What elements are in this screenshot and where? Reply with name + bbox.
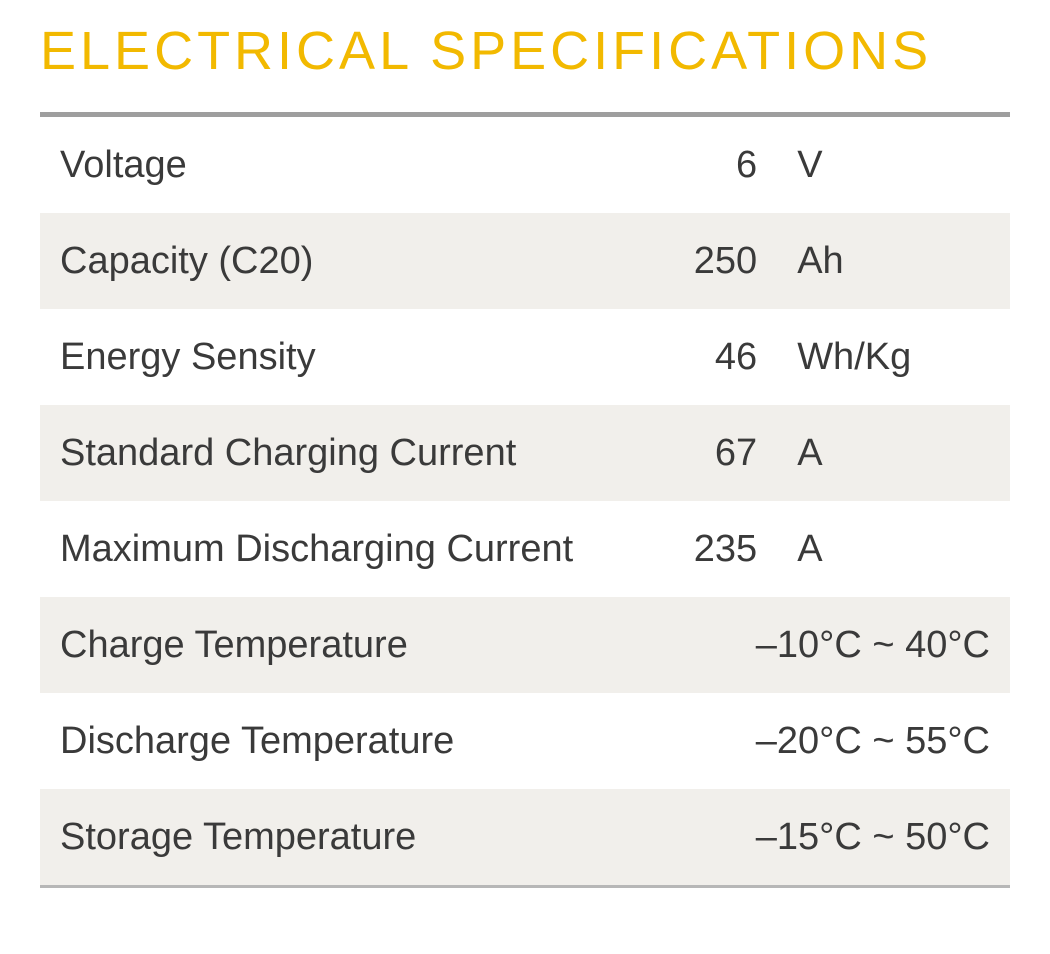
- table-row: Storage Temperature –15°C ~ 50°C: [40, 789, 1010, 885]
- spec-sheet: ELECTRICAL SPECIFICATIONS Voltage 6 V Ca…: [0, 0, 1050, 928]
- spec-label: Charge Temperature: [40, 597, 641, 693]
- table-row: Energy Sensity 46 Wh/Kg: [40, 309, 1010, 405]
- spec-unit: A: [777, 501, 1010, 597]
- spec-label: Energy Sensity: [40, 309, 641, 405]
- spec-value: 46: [641, 309, 777, 405]
- table-row: Maximum Discharging Current 235 A: [40, 501, 1010, 597]
- spec-value: 250: [641, 213, 777, 309]
- spec-table: Voltage 6 V Capacity (C20) 250 Ah Energy…: [40, 117, 1010, 885]
- spec-label: Capacity (C20): [40, 213, 641, 309]
- spec-label: Standard Charging Current: [40, 405, 641, 501]
- spec-value: 6: [641, 117, 777, 213]
- spec-unit: A: [777, 405, 1010, 501]
- table-row: Charge Temperature –10°C ~ 40°C: [40, 597, 1010, 693]
- spec-value: –15°C ~ 50°C: [641, 789, 1010, 885]
- spec-unit: Ah: [777, 213, 1010, 309]
- spec-value: –10°C ~ 40°C: [641, 597, 1010, 693]
- table-row: Discharge Temperature –20°C ~ 55°C: [40, 693, 1010, 789]
- bottom-rule: [40, 885, 1010, 888]
- section-title: ELECTRICAL SPECIFICATIONS: [40, 20, 1010, 82]
- spec-value: 67: [641, 405, 777, 501]
- spec-label: Maximum Discharging Current: [40, 501, 641, 597]
- spec-label: Voltage: [40, 117, 641, 213]
- spec-value: 235: [641, 501, 777, 597]
- spec-label: Discharge Temperature: [40, 693, 641, 789]
- table-row: Capacity (C20) 250 Ah: [40, 213, 1010, 309]
- spec-unit: Wh/Kg: [777, 309, 1010, 405]
- spec-value: –20°C ~ 55°C: [641, 693, 1010, 789]
- spec-unit: V: [777, 117, 1010, 213]
- spec-label: Storage Temperature: [40, 789, 641, 885]
- table-row: Voltage 6 V: [40, 117, 1010, 213]
- table-row: Standard Charging Current 67 A: [40, 405, 1010, 501]
